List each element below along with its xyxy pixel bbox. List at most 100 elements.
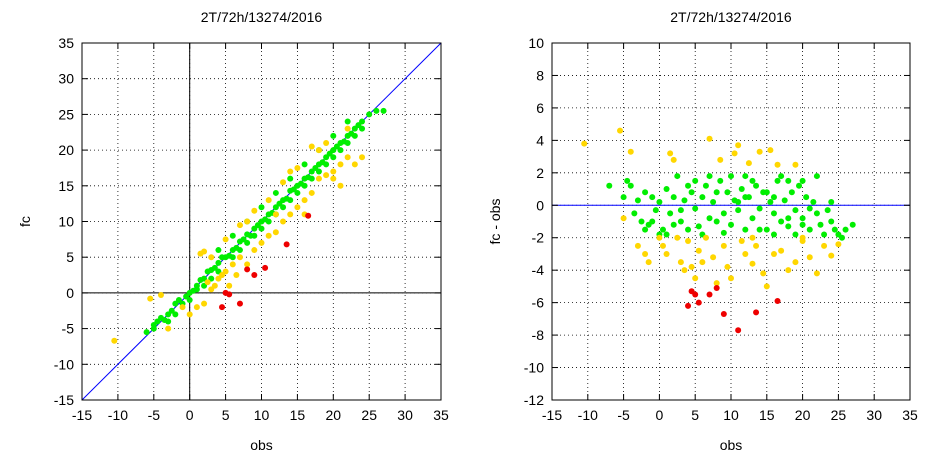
point-yellow [756, 148, 763, 155]
point-green [742, 194, 749, 201]
point-red [713, 285, 720, 292]
point-yellow [620, 215, 627, 222]
point-red [305, 212, 312, 219]
point-green [344, 139, 351, 146]
point-green [373, 107, 380, 114]
point-yellow [204, 279, 211, 286]
point-green [778, 218, 785, 225]
point-green [742, 173, 749, 180]
point-yellow [226, 282, 233, 289]
x-tick-label: 5 [691, 407, 699, 423]
y-tick-label: 35 [58, 35, 74, 51]
point-yellow [265, 197, 272, 204]
y-tick-label: -6 [532, 295, 545, 311]
point-yellow [236, 254, 243, 261]
x-axis-label: obs [720, 437, 743, 453]
y-tick-label: 15 [58, 178, 74, 194]
point-green [720, 210, 727, 217]
point-green [251, 232, 258, 239]
point-green [738, 186, 745, 193]
point-green [280, 204, 287, 211]
point-green [821, 231, 828, 238]
y-tick-label: -5 [62, 321, 75, 337]
point-green [785, 223, 792, 230]
y-tick-label: 0 [536, 197, 544, 213]
point-yellow [265, 232, 272, 239]
point-green [799, 215, 806, 222]
point-yellow [337, 182, 344, 189]
point-green [799, 177, 806, 184]
point-green [294, 189, 301, 196]
point-yellow [111, 337, 118, 344]
x-tick-label: -5 [617, 407, 630, 423]
point-yellow [359, 154, 366, 161]
point-yellow [710, 254, 717, 261]
point-yellow [201, 248, 208, 255]
point-yellow [308, 143, 315, 150]
point-green [258, 204, 265, 211]
point-red [735, 327, 742, 334]
chart-panel-1: -15 -10 -5 0 5 10 15 20 25 30 35 -15 -10 -5 0 5 10 15 20 25… [17, 9, 449, 453]
point-yellow [767, 147, 774, 154]
point-green [638, 218, 645, 225]
x-tick-label: -10 [108, 407, 128, 423]
point-yellow [821, 242, 828, 249]
point-yellow [724, 263, 731, 270]
point-yellow [251, 207, 258, 214]
point-green [788, 189, 795, 196]
point-green [735, 199, 742, 206]
point-yellow [280, 179, 287, 186]
chart-title: 2T/72h/13274/2016 [670, 9, 792, 25]
point-red [685, 302, 692, 309]
point-green [681, 197, 688, 204]
point-green [803, 194, 810, 201]
point-green [774, 177, 781, 184]
point-yellow [236, 222, 243, 229]
point-yellow [813, 270, 820, 277]
point-green [663, 231, 670, 238]
y-tick-label: -2 [532, 230, 545, 246]
x-tick-label: 0 [186, 407, 194, 423]
point-yellow [351, 161, 358, 168]
point-green [642, 226, 649, 233]
point-yellow [244, 218, 251, 225]
point-yellow [760, 270, 767, 277]
point-yellow [344, 125, 351, 132]
point-yellow [222, 268, 229, 275]
point-green [742, 226, 749, 233]
x-tick-label: 5 [222, 407, 230, 423]
point-green [713, 189, 720, 196]
y-tick-label: -12 [524, 392, 544, 408]
point-green [838, 234, 845, 241]
point-green [627, 182, 634, 189]
point-green [828, 199, 835, 206]
point-yellow [233, 272, 240, 279]
point-yellow [731, 150, 738, 157]
point-green [344, 118, 351, 125]
point-yellow [308, 189, 315, 196]
point-green [366, 111, 373, 118]
point-green [792, 231, 799, 238]
point-yellow [323, 172, 330, 179]
point-green [763, 189, 770, 196]
x-tick-label: -10 [578, 407, 598, 423]
point-yellow [656, 234, 663, 241]
point-green [359, 125, 366, 132]
x-tick-label: 20 [326, 407, 342, 423]
point-yellow [222, 236, 229, 243]
point-yellow [706, 135, 713, 142]
point-red [236, 300, 243, 307]
point-green [702, 182, 709, 189]
point-green [229, 254, 236, 261]
point-yellow [294, 164, 301, 171]
point-green [143, 329, 150, 336]
point-yellow [323, 139, 330, 146]
point-yellow [774, 161, 781, 168]
y-tick-label: -15 [54, 392, 74, 408]
point-green [817, 221, 824, 228]
point-red [219, 304, 226, 311]
point-yellow [778, 247, 785, 254]
point-yellow [301, 197, 308, 204]
point-green [685, 226, 692, 233]
point-green [652, 207, 659, 214]
